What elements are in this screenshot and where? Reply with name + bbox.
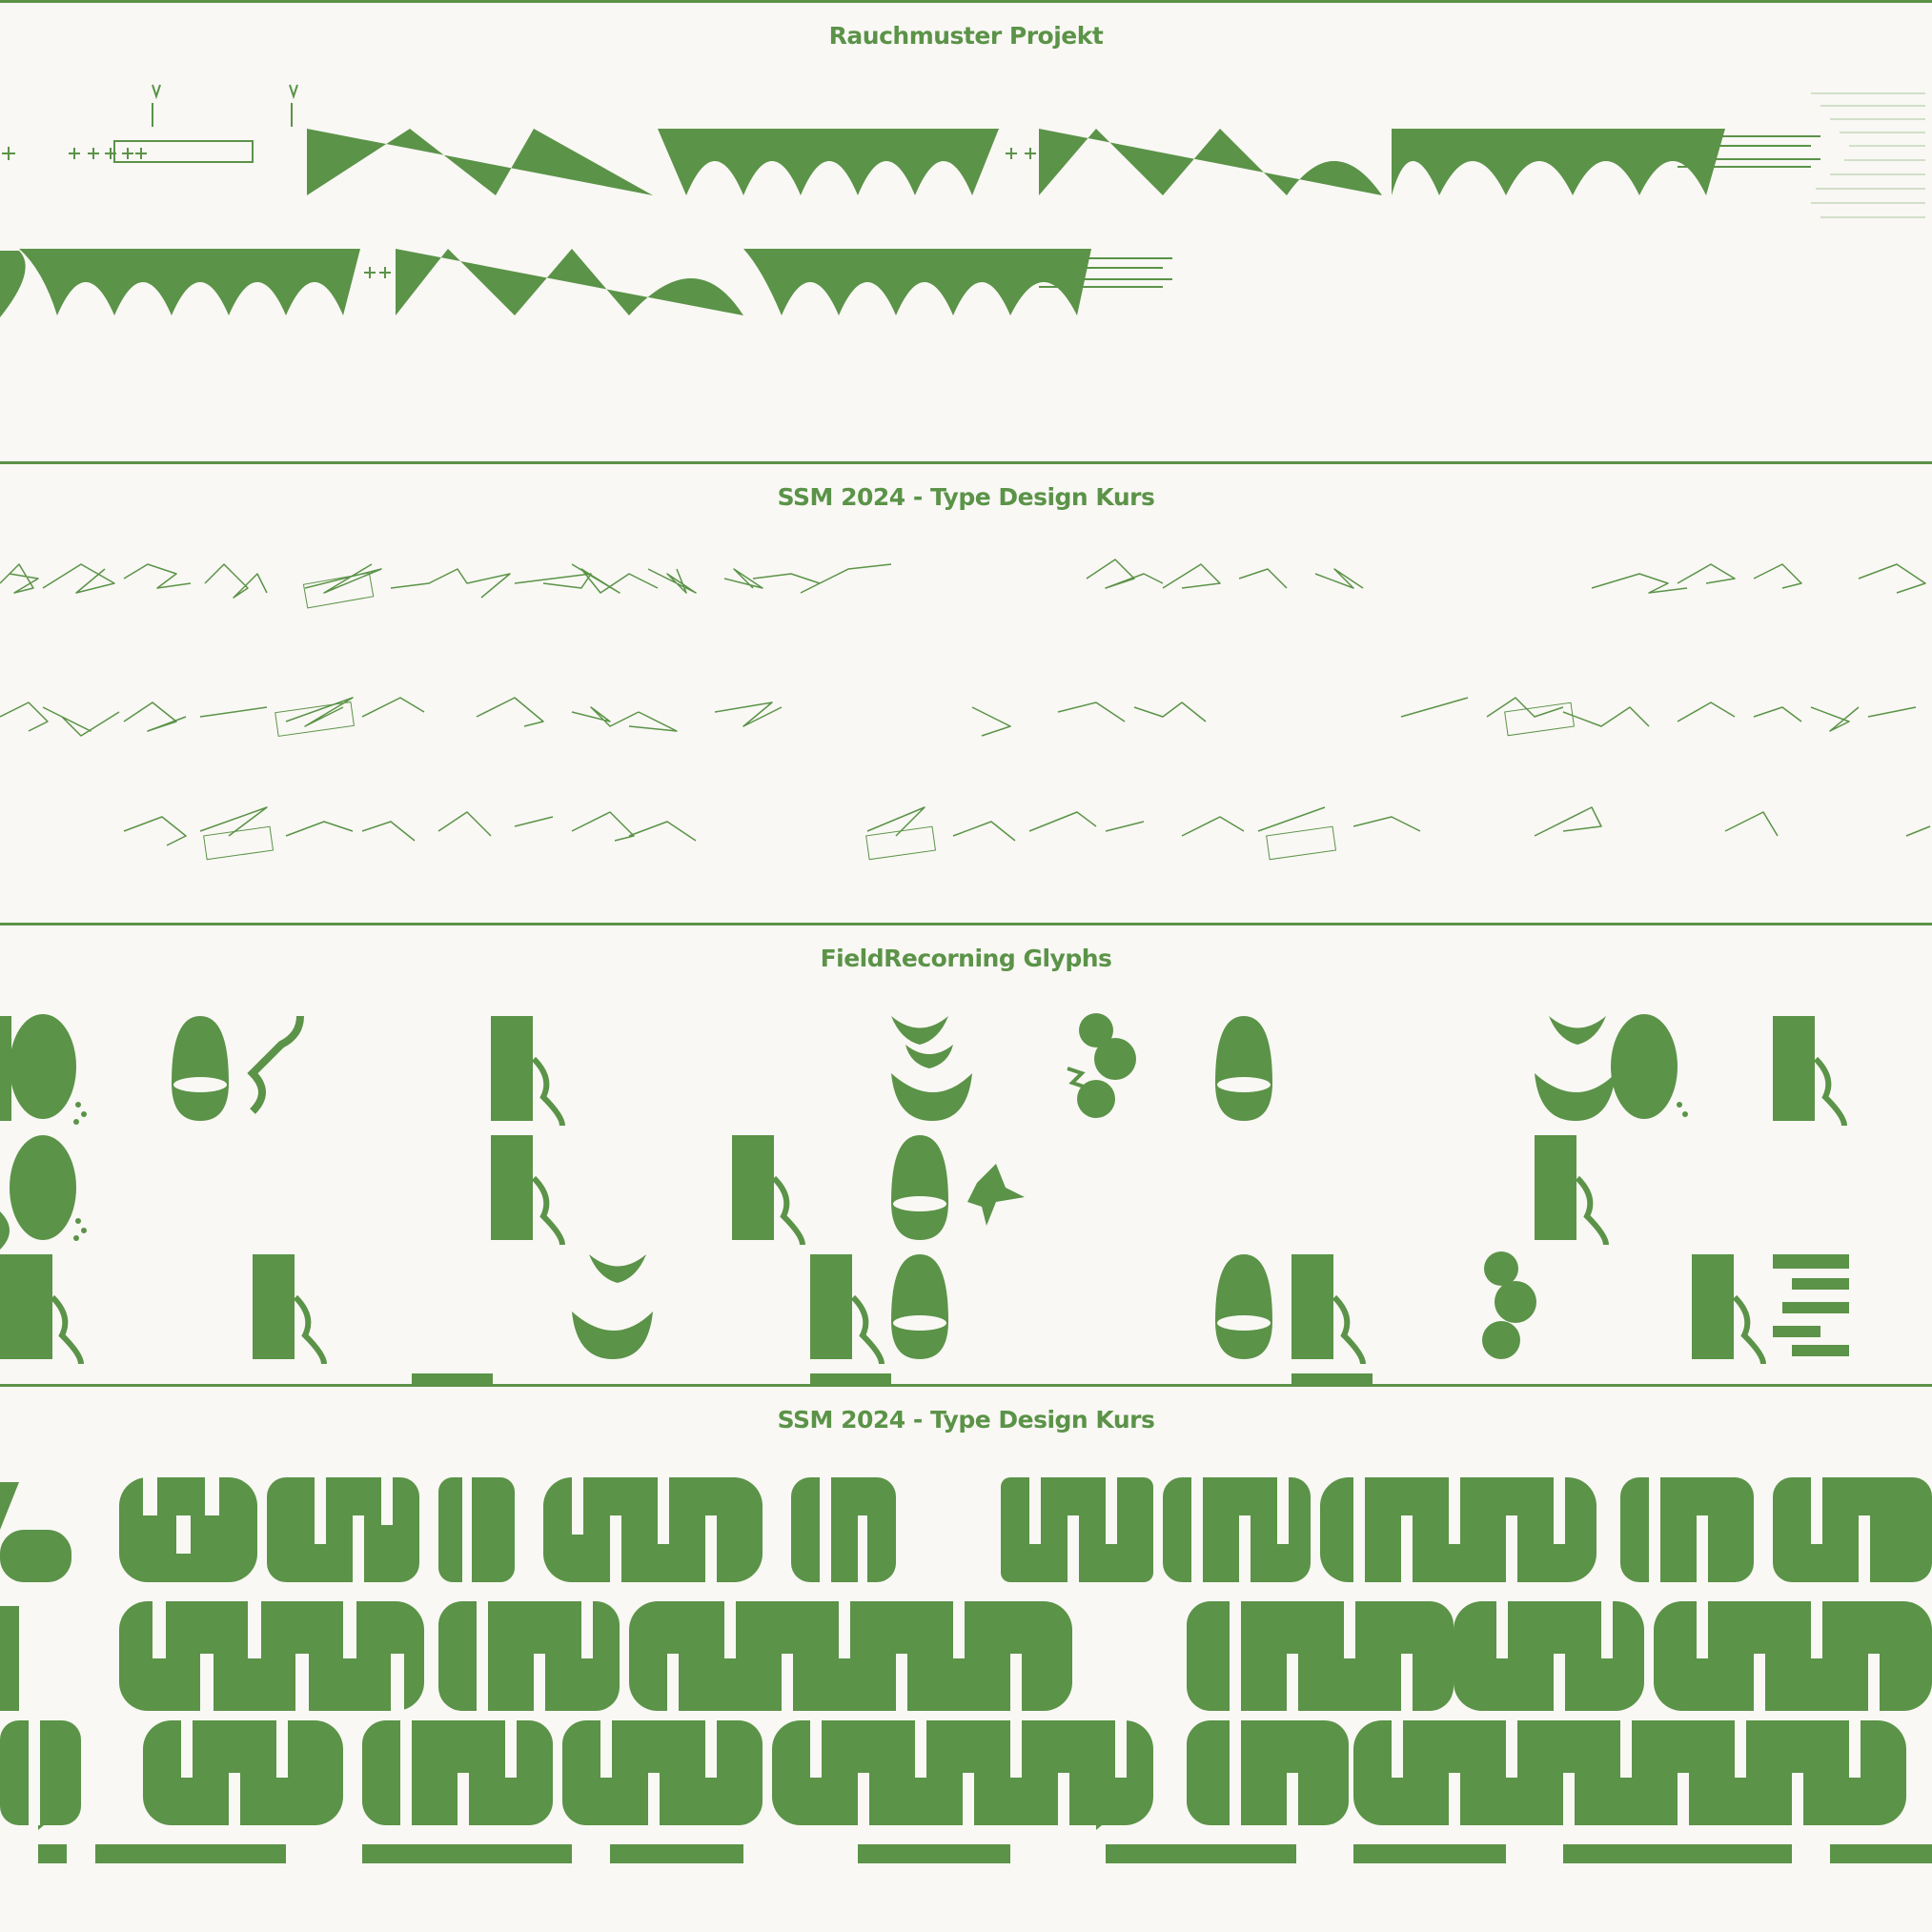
font-card-ssm-2024-display[interactable]: SSM 2024 - Type Design Kurs — [0, 1384, 1932, 1932]
scribble-glyph-specimen — [0, 464, 1932, 923]
arched-wave-specimen — [0, 3, 1932, 461]
font-card-ssm-2024-scribble[interactable]: SSM 2024 - Type Design Kurs — [0, 461, 1932, 923]
font-card-title: SSM 2024 - Type Design Kurs — [777, 1406, 1155, 1434]
font-card-rauchmuster[interactable]: Rauchmuster Projekt — [0, 0, 1932, 461]
rounded-display-specimen — [0, 1387, 1932, 1863]
font-card-fieldrecorning[interactable]: FieldRecorning Glyphs — [0, 923, 1932, 1384]
font-card-title: Rauchmuster Projekt — [828, 22, 1104, 50]
organic-glyph-specimen — [0, 925, 1932, 1384]
font-card-title: SSM 2024 - Type Design Kurs — [777, 483, 1155, 511]
font-card-title: FieldRecorning Glyphs — [820, 945, 1112, 972]
